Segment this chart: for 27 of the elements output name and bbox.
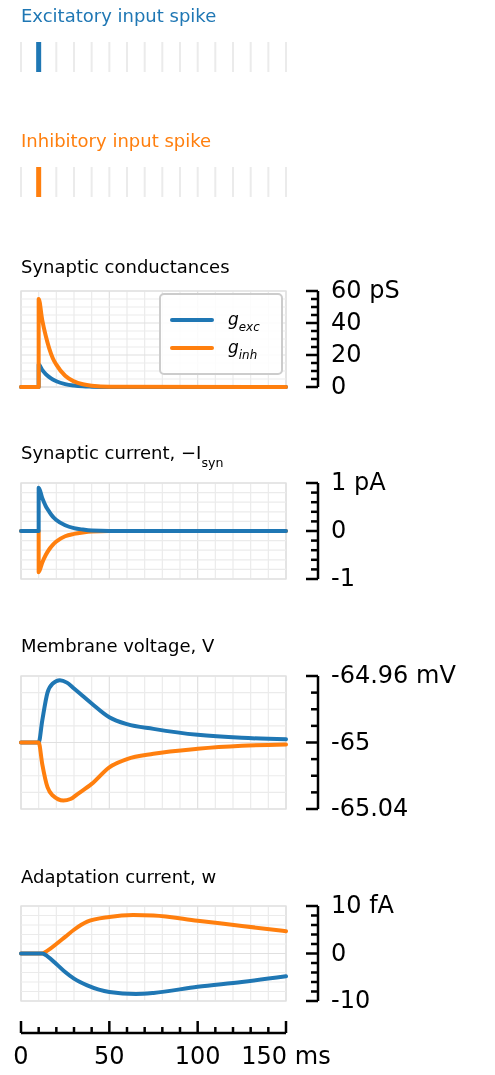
y-tick-label: 40	[331, 308, 362, 336]
chart-title: Inhibitory input spike	[21, 130, 212, 151]
y-tick-label: 20	[331, 340, 362, 368]
y-tick-label: -65	[331, 727, 371, 756]
y-tick-label: 10 fA	[331, 891, 395, 919]
y-tick-label: -1	[331, 564, 355, 592]
legend-label: g$_{inh}$	[228, 337, 258, 362]
y-tick-label: -10	[331, 986, 371, 1014]
y-tick-label: 1 pA	[331, 468, 387, 496]
y-tick-label: -64.96 mV	[331, 661, 457, 689]
x-tick-label: 150 ms	[241, 1042, 331, 1070]
chart-title: Membrane voltage, V	[21, 635, 215, 656]
x-tick-label: 50	[94, 1042, 125, 1070]
chart-title: Synaptic conductances	[21, 256, 230, 277]
legend-label: g$_{exc}$	[228, 309, 261, 334]
y-tick-label: 0	[331, 938, 347, 967]
chart-title: Synaptic current, −I$_{syn}$	[21, 442, 224, 470]
y-tick-label: 0	[331, 372, 347, 400]
y-tick-label: 0	[331, 516, 347, 544]
chart-title: Excitatory input spike	[21, 5, 217, 26]
y-tick-label: -65.04	[331, 794, 409, 822]
y-tick-label: 60 pS	[331, 276, 400, 304]
x-tick-label: 0	[13, 1042, 29, 1070]
x-tick-label: 100	[174, 1042, 221, 1070]
line-series	[19, 951, 288, 996]
line-series	[19, 740, 288, 803]
chart-title: Adaptation current, w	[21, 866, 217, 887]
